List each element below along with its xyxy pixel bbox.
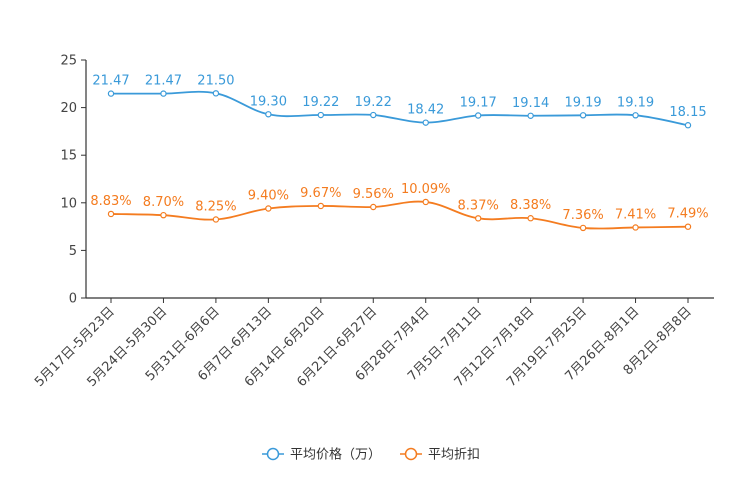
series-layer: 21.47 21.47 21.50 19.30 19.22 19.22 18.42 19.17… <box>90 73 709 232</box>
data-point <box>160 90 167 97</box>
series-line <box>110 90 689 127</box>
data-label: 9.40% <box>248 189 289 204</box>
data-label: 19.14 <box>512 96 549 111</box>
legend-label: 平均价格（万） <box>290 447 381 463</box>
data-point <box>160 211 167 219</box>
y-tick-label: 10 <box>60 196 77 211</box>
data-label: 21.47 <box>92 74 129 89</box>
y-tick-label: 0 <box>69 292 77 307</box>
data-label: 21.47 <box>145 74 182 89</box>
data-point <box>632 224 639 231</box>
data-point <box>632 112 639 119</box>
data-point <box>579 224 587 232</box>
y-tick-label: 5 <box>69 244 77 259</box>
data-point <box>212 90 220 97</box>
data-label: 18.42 <box>407 103 444 118</box>
data-point <box>317 202 325 210</box>
y-tick-label: 20 <box>60 101 77 116</box>
data-label: 10.09% <box>401 182 451 197</box>
data-label: 19.17 <box>460 96 497 111</box>
legend[interactable]: 平均价格（万） 平均折扣 <box>262 447 480 463</box>
data-point <box>107 210 115 218</box>
series-2: 8.83% 8.70% 8.25% 9.40% 9.67% 9.56% 10.09% 8.37… <box>90 182 709 232</box>
legend-marker-icon <box>404 447 418 461</box>
data-label: 7.41% <box>615 207 656 222</box>
series-line <box>110 200 689 230</box>
data-label: 8.37% <box>458 198 499 213</box>
data-label: 7.49% <box>667 207 708 222</box>
series-1: 21.47 21.47 21.50 19.30 19.22 19.22 18.42 19.17… <box>92 73 707 129</box>
data-point <box>107 90 115 97</box>
data-point <box>265 205 272 212</box>
y-tick-label: 25 <box>60 54 77 69</box>
data-point <box>579 112 587 119</box>
data-label: 19.22 <box>302 95 339 110</box>
data-label: 8.38% <box>510 198 551 213</box>
data-point <box>474 112 482 119</box>
data-label: 19.19 <box>564 95 601 110</box>
data-label: 7.36% <box>562 208 603 223</box>
data-point <box>370 111 377 119</box>
data-point <box>684 122 692 129</box>
data-point <box>370 203 377 211</box>
data-label: 8.70% <box>143 195 184 210</box>
data-point <box>212 216 220 223</box>
data-label: 9.67% <box>300 186 341 201</box>
data-point <box>474 215 482 222</box>
data-point <box>684 223 692 230</box>
data-label: 9.56% <box>353 187 394 202</box>
data-point <box>317 111 325 119</box>
legend-marker-icon <box>266 447 280 461</box>
data-label: 21.50 <box>197 73 234 88</box>
data-label: 8.25% <box>195 199 236 214</box>
data-point <box>422 119 429 126</box>
data-point <box>265 111 272 118</box>
data-label: 8.83% <box>90 194 131 209</box>
data-label: 19.22 <box>355 95 392 110</box>
legend-label: 平均折扣 <box>428 448 480 463</box>
data-label: 19.19 <box>617 95 654 110</box>
data-label: 19.30 <box>250 94 287 109</box>
legend-item-1[interactable]: 平均价格（万） <box>262 447 381 463</box>
y-tick-label: 15 <box>60 149 77 164</box>
data-point <box>527 215 534 222</box>
data-label: 18.15 <box>669 105 706 120</box>
data-point <box>527 112 534 119</box>
data-point <box>422 198 429 206</box>
legend-item-2[interactable]: 平均折扣 <box>400 448 480 463</box>
